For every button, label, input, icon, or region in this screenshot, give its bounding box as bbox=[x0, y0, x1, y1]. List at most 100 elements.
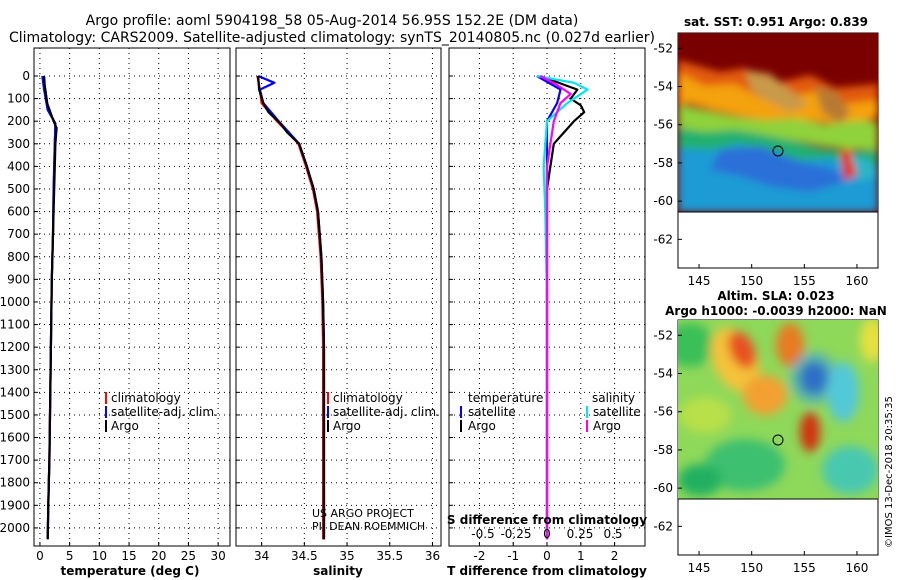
depth-y-ticks: 0 100 200 300 400 500 600 700 800 900 1000 1100 1200… bbox=[0, 69, 30, 535]
sst-land-mask bbox=[679, 212, 877, 267]
difference-x-ticks: -2 -1 0 1 2 bbox=[473, 542, 618, 563]
y-tick-label: 1300 bbox=[0, 363, 30, 377]
legend-label: Argo bbox=[468, 419, 496, 433]
map-x-tick-label: 160 bbox=[845, 274, 868, 288]
title-line1: Argo profile: aoml 5904198_58 05-Aug-201… bbox=[86, 13, 579, 29]
salinity-panel: 34 34.5 35 35.5 36 salinity climatologysatel… bbox=[235, 47, 442, 578]
sst-float-marker bbox=[772, 145, 784, 157]
x-tick-label: 36 bbox=[425, 549, 440, 563]
map-y-tick-label: -54 bbox=[653, 366, 673, 380]
map-y-tick-label: -62 bbox=[653, 519, 673, 533]
y-tick-label: 1800 bbox=[0, 476, 30, 490]
legend-title-salinity: salinity bbox=[592, 391, 635, 405]
temperature-xlabel: temperature (deg C) bbox=[61, 564, 200, 578]
map-x-tick-label: 145 bbox=[688, 561, 711, 575]
y-tick-label: 400 bbox=[7, 159, 30, 173]
annotation-pi: PI: DEAN ROEMMICH bbox=[312, 520, 425, 533]
map-x-tick-label: 150 bbox=[740, 561, 763, 575]
s-difference-title: S difference from climatology bbox=[447, 513, 647, 527]
x-tick-label: 0 bbox=[543, 549, 551, 563]
x-tick-label: 34 bbox=[254, 549, 269, 563]
sla-map-title: Altim. SLA: 0.023 bbox=[717, 289, 834, 303]
map-y-tick-label: -54 bbox=[653, 79, 673, 93]
x-tick-label: 1 bbox=[577, 549, 585, 563]
x-tick-label: 15 bbox=[121, 549, 136, 563]
y-tick-label: 700 bbox=[7, 227, 30, 241]
map-y-tick-label: -56 bbox=[653, 118, 673, 132]
series-line-s-argo bbox=[539, 75, 572, 540]
s-tick-label: -0.5 bbox=[471, 527, 494, 541]
y-tick-label: 900 bbox=[7, 272, 30, 286]
x-tick-label: -1 bbox=[507, 549, 519, 563]
y-tick-label: 200 bbox=[7, 114, 30, 128]
x-tick-label: 5 bbox=[66, 549, 74, 563]
s-tick-label: 0.25 bbox=[567, 527, 594, 541]
y-tick-label: 2000 bbox=[0, 521, 30, 535]
map-y-tick-label: -52 bbox=[653, 41, 673, 55]
legend-label: Argo bbox=[111, 419, 139, 433]
s-tick-label: 0.5 bbox=[603, 527, 622, 541]
map-x-tick-label: 145 bbox=[688, 274, 711, 288]
map-x-tick-label: 155 bbox=[793, 274, 816, 288]
y-tick-label: 100 bbox=[7, 92, 30, 106]
x-tick-label: -2 bbox=[473, 549, 485, 563]
x-tick-label: 10 bbox=[92, 549, 107, 563]
y-tick-label: 300 bbox=[7, 137, 30, 151]
map-y-tick-label: -56 bbox=[653, 405, 673, 419]
temperature-series bbox=[41, 75, 58, 540]
sla-map-panel: Altim. SLA: 0.023 Argo h1000: -0.0039 h2… bbox=[653, 289, 886, 575]
map-y-tick-label: -60 bbox=[653, 481, 673, 495]
y-tick-label: 1400 bbox=[0, 385, 30, 399]
title-line2: Climatology: CARS2009. Satellite-adjuste… bbox=[9, 30, 655, 46]
s-tick-label: 0 bbox=[543, 527, 551, 541]
legend-label: climatology bbox=[333, 391, 403, 405]
map-x-tick-label: 150 bbox=[740, 274, 763, 288]
sst-heatmap bbox=[678, 33, 878, 212]
s-difference-ticks: -0.5 -0.25 0 0.25 0.5 bbox=[471, 527, 622, 541]
y-tick-label: 1200 bbox=[0, 340, 30, 354]
series-line-argo bbox=[257, 75, 326, 540]
sla-float-marker bbox=[772, 434, 784, 446]
y-tick-label: 0 bbox=[22, 69, 30, 83]
legend-label: satellite-adj. clim. bbox=[333, 405, 440, 419]
y-tick-label: 1000 bbox=[0, 295, 30, 309]
y-tick-label: 1900 bbox=[0, 498, 30, 512]
legend-label: climatology bbox=[111, 391, 181, 405]
x-tick-label: 35 bbox=[339, 549, 354, 563]
map-y-tick-label: -58 bbox=[653, 156, 673, 170]
sla-map-subtitle: Argo h1000: -0.0039 h2000: NaN bbox=[665, 304, 887, 318]
legend-label: Argo bbox=[593, 419, 621, 433]
map-y-tick-label: -52 bbox=[653, 328, 673, 342]
y-tick-label: 1600 bbox=[0, 431, 30, 445]
x-tick-label: 0 bbox=[36, 549, 44, 563]
x-tick-label: 34.5 bbox=[291, 549, 318, 563]
salinity-grid bbox=[236, 48, 441, 546]
temperature-x-ticks: 0 5 10 15 20 25 30 bbox=[36, 542, 226, 563]
imos-stamp: ©IMOS 13-Dec-2018 20:35:35 bbox=[884, 396, 895, 548]
sla-map-ticks: 145 150 155 160 -52 -54 -56 -58 -60 -62 bbox=[653, 328, 868, 575]
y-tick-label: 1700 bbox=[0, 453, 30, 467]
temperature-plot-frame bbox=[33, 47, 231, 547]
difference-xlabel: T difference from climatology bbox=[447, 564, 647, 578]
sst-map-title: sat. SST: 0.951 Argo: 0.839 bbox=[684, 15, 868, 29]
difference-legend: temperature salinitysatelliteArgosatellit… bbox=[460, 391, 641, 433]
map-x-tick-label: 160 bbox=[845, 561, 868, 575]
difference-panel: -2 -1 0 1 2 S difference from climatology -0… bbox=[447, 47, 647, 578]
legend-label: satellite bbox=[468, 405, 516, 419]
salinity-series bbox=[256, 74, 326, 540]
map-y-tick-label: -60 bbox=[653, 194, 673, 208]
difference-series bbox=[536, 74, 589, 540]
y-tick-label: 1100 bbox=[0, 318, 30, 332]
map-y-tick-label: -62 bbox=[653, 232, 673, 246]
y-tick-label: 1500 bbox=[0, 408, 30, 422]
s-tick-label: -0.25 bbox=[500, 527, 531, 541]
x-tick-label: 25 bbox=[181, 549, 196, 563]
annotation-project: US ARGO PROJECT bbox=[312, 507, 414, 520]
y-tick-label: 600 bbox=[7, 205, 30, 219]
x-tick-label: 30 bbox=[210, 549, 225, 563]
legend-title-temperature: temperature bbox=[468, 391, 543, 405]
sla-heatmap bbox=[678, 320, 878, 499]
